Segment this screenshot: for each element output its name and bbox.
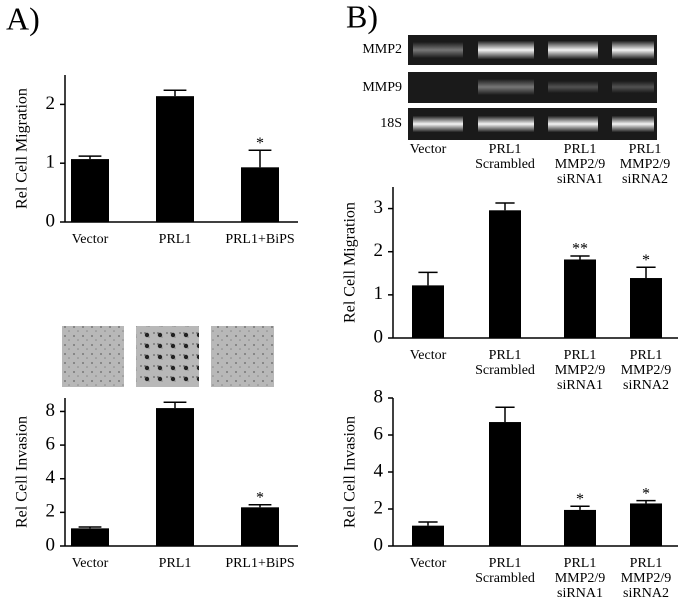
gel-lane-label: PRL1 xyxy=(564,142,597,157)
y-axis-label: Rel Cell Invasion xyxy=(14,416,31,528)
y-axis-label: Rel Cell Migration xyxy=(14,88,31,209)
x-tick-label: siRNA2 xyxy=(623,586,669,601)
significance: * xyxy=(576,491,584,508)
x-tick-label: MMP2/9 xyxy=(555,363,606,378)
y-tick-label: 2 xyxy=(374,240,384,261)
significance: * xyxy=(256,135,264,152)
gel-lane-label: MMP2/9 xyxy=(555,157,606,172)
bar xyxy=(564,509,596,546)
y-axis-label: Rel Cell Migration xyxy=(342,202,359,323)
bar xyxy=(564,259,596,338)
y-tick-label: 2 xyxy=(46,501,56,522)
bar xyxy=(241,507,279,546)
y-tick-label: 0 xyxy=(46,210,56,231)
significance: * xyxy=(642,485,650,502)
y-axis-label: Rel Cell Invasion xyxy=(342,416,359,528)
y-tick-label: 4 xyxy=(46,467,56,488)
gel-lane-label: Vector xyxy=(410,142,447,157)
y-tick-label: 1 xyxy=(374,283,384,304)
x-tick-label: PRL1 xyxy=(564,348,597,363)
x-tick-label: PRL1 xyxy=(564,556,597,571)
x-tick-label: Vector xyxy=(72,232,109,247)
y-tick-label: 8 xyxy=(46,400,56,421)
x-tick-label: Vector xyxy=(410,348,447,363)
y-tick-label: 3 xyxy=(374,197,384,218)
gel-row-label: MMP9 xyxy=(362,80,402,95)
x-tick-label: PRL1 xyxy=(159,556,192,571)
significance: * xyxy=(642,252,650,269)
micrograph xyxy=(136,326,199,387)
x-tick-label: Scrambled xyxy=(475,363,535,378)
bar xyxy=(156,96,194,222)
x-tick-label: MMP2/9 xyxy=(621,363,672,378)
gel-lane-label: MMP2/9 xyxy=(620,157,671,172)
x-tick-label: PRL1 xyxy=(630,556,663,571)
bar xyxy=(412,285,444,338)
x-tick-label: PRL1+BiPS xyxy=(225,556,294,571)
micrograph xyxy=(62,326,124,387)
x-tick-label: PRL1 xyxy=(489,348,522,363)
gel-lane-label: PRL1 xyxy=(489,142,522,157)
bar xyxy=(412,525,444,546)
x-tick-label: siRNA1 xyxy=(557,586,603,601)
y-tick-label: 2 xyxy=(374,497,384,518)
y-tick-label: 6 xyxy=(46,433,56,454)
panel-label: A) xyxy=(6,0,40,36)
micrograph xyxy=(211,326,274,387)
y-tick-label: 6 xyxy=(374,423,384,444)
bar xyxy=(489,422,521,546)
x-tick-label: Vector xyxy=(410,556,447,571)
bar xyxy=(156,408,194,546)
y-tick-label: 4 xyxy=(374,460,384,481)
y-tick-label: 1 xyxy=(46,152,56,173)
bar xyxy=(241,167,279,222)
y-tick-label: 2 xyxy=(46,93,56,114)
x-tick-label: siRNA2 xyxy=(623,378,669,393)
x-tick-label: MMP2/9 xyxy=(621,571,672,586)
gel-row-label: MMP2 xyxy=(362,42,402,57)
significance: * xyxy=(256,489,264,506)
y-tick-label: 0 xyxy=(374,326,384,347)
x-tick-label: MMP2/9 xyxy=(555,571,606,586)
panel-label: B) xyxy=(346,0,378,34)
gel-lane-label: Scrambled xyxy=(475,157,535,172)
x-tick-label: PRL1 xyxy=(489,556,522,571)
y-tick-label: 0 xyxy=(374,534,384,555)
gel xyxy=(408,35,657,140)
x-tick-label: PRL1+BiPS xyxy=(225,232,294,247)
bar xyxy=(71,159,109,222)
y-tick-label: 8 xyxy=(374,386,384,407)
x-tick-label: PRL1 xyxy=(630,348,663,363)
gel-lane-label: siRNA1 xyxy=(557,172,603,187)
gel-lane-label: PRL1 xyxy=(629,142,662,157)
bar xyxy=(71,528,109,546)
x-tick-label: PRL1 xyxy=(159,232,192,247)
significance: ** xyxy=(572,241,588,258)
y-tick-label: 0 xyxy=(46,534,56,555)
bar xyxy=(630,278,662,338)
bar xyxy=(489,210,521,338)
x-tick-label: siRNA1 xyxy=(557,378,603,393)
x-tick-label: Scrambled xyxy=(475,571,535,586)
bar xyxy=(630,503,662,546)
gel-lane-label: siRNA2 xyxy=(622,172,668,187)
gel-row-label: 18S xyxy=(380,116,402,131)
x-tick-label: Vector xyxy=(72,556,109,571)
